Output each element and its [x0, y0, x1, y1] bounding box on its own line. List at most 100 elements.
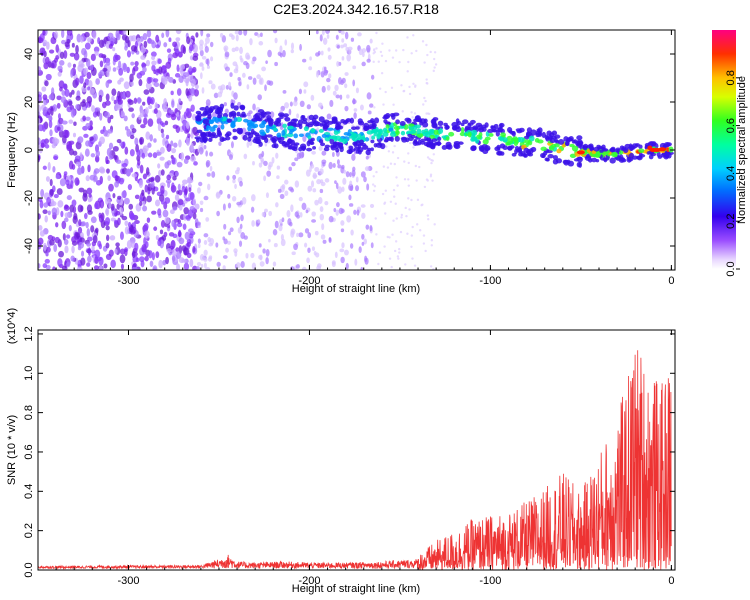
spectrogram-noise-speckle [279, 45, 283, 53]
x-tick-label: 0 [668, 575, 674, 587]
spectrogram-noise-speckle [348, 49, 352, 55]
spectrogram-noise-speckle [64, 245, 69, 254]
spectrogram-ridge-speckle [395, 119, 400, 125]
spectrogram-noise-speckle [211, 171, 216, 178]
spectrogram-noise-speckle [429, 50, 432, 54]
spectrogram-noise-speckle [162, 105, 169, 113]
spectrogram-noise-speckle [210, 83, 216, 90]
spectrogram-noise-speckle [412, 82, 415, 85]
spectrogram-ridge-speckle [352, 132, 358, 139]
spectrogram-noise-speckle [398, 247, 401, 251]
spectrogram-noise-speckle [400, 216, 403, 219]
spectrogram-ridge-speckle [219, 103, 225, 109]
spectrogram-ridge-speckle [445, 136, 450, 142]
spectrogram-noise-speckle [348, 203, 354, 207]
spectrogram-ridge-speckle [239, 127, 244, 135]
spectrogram-noise-speckle [142, 145, 149, 153]
spectrogram-noise-speckle [52, 104, 58, 112]
spectrogram-noise-speckle [215, 242, 219, 248]
spectrogram-noise-speckle [425, 43, 428, 47]
spectrogram-ridge-speckle [216, 114, 222, 119]
spectrogram-ridge-speckle [522, 152, 527, 158]
spectrogram-noise-speckle [375, 47, 378, 50]
spectrogram-ridge-speckle [626, 156, 632, 163]
spectrogram-noise-speckle [108, 183, 114, 192]
spectrogram-ridge-speckle [349, 117, 355, 124]
spectrogram-noise-speckle [42, 57, 46, 64]
spectrogram-ridge-speckle [247, 136, 252, 142]
spectrogram-noise-speckle [118, 67, 124, 76]
spectrogram-noise-speckle [288, 108, 292, 116]
spectrogram-noise-speckle [319, 213, 325, 221]
spectrogram-noise-speckle [165, 30, 170, 38]
spectrogram-noise-speckle [207, 183, 211, 191]
spectrogram-noise-speckle [181, 179, 188, 185]
spectrogram-noise-speckle [372, 189, 376, 192]
spectrogram-noise-speckle [381, 192, 385, 196]
spectrogram-noise-speckle [236, 216, 240, 224]
spectrogram-ridge-speckle [593, 146, 600, 152]
spectrogram-noise-speckle [245, 252, 249, 259]
spectrogram-noise-speckle [187, 209, 194, 219]
spectrogram-noise-speckle [144, 255, 149, 262]
spectrogram-noise-speckle [328, 215, 334, 223]
spectrogram-noise-speckle [400, 84, 403, 87]
spectrogram-noise-speckle [83, 67, 89, 76]
spectrogram-noise-speckle [175, 37, 181, 42]
spectrogram-noise-speckle [166, 174, 172, 181]
spectrogram-ridge-speckle [477, 124, 483, 131]
spectrogram-ridge-speckle [210, 132, 217, 137]
spectrogram-noise-speckle [282, 49, 286, 58]
spectrogram-noise-speckle [58, 130, 64, 138]
spectrogram-noise-speckle [139, 201, 143, 206]
spectrogram-ridge-speckle [484, 147, 490, 151]
spectrogram-noise-speckle [86, 204, 93, 213]
spectrogram-noise-speckle [98, 39, 105, 48]
spectrogram-noise-speckle [42, 39, 48, 46]
spectrogram-noise-speckle [154, 174, 161, 183]
spectrogram-noise-speckle [98, 94, 103, 103]
spectrogram-ridge-speckle [563, 159, 570, 166]
spectrogram-noise-speckle [396, 156, 400, 160]
spectrogram-ridge-speckle [202, 136, 207, 143]
spectrogram-noise-speckle [410, 198, 413, 202]
spectrogram-ridge-speckle [348, 148, 356, 153]
spectrogram-noise-speckle [80, 101, 87, 107]
spectrogram-noise-speckle [360, 266, 364, 270]
spectrogram-noise-speckle [261, 212, 266, 217]
spectrogram-noise-speckle [176, 190, 180, 195]
spectrogram-ridge-speckle [437, 136, 442, 142]
spectrogram-noise-speckle [342, 177, 347, 185]
spectrogram-noise-speckle [421, 40, 425, 43]
spectrogram-ridge-speckle [321, 133, 327, 138]
spectrogram-noise-speckle [175, 171, 179, 177]
spectrogram-noise-speckle [205, 267, 211, 270]
spectrogram-noise-speckle [388, 49, 391, 52]
spectrogram-noise-speckle [290, 49, 294, 54]
spectrogram-noise-speckle [228, 33, 233, 37]
spectrogram-ridge-speckle [305, 122, 310, 127]
spectrogram-ridge-speckle [256, 138, 262, 145]
spectrogram-ridge-speckle [312, 146, 317, 150]
spectrogram-noise-speckle [130, 213, 135, 220]
spectrogram-noise-speckle [53, 243, 58, 253]
spectrogram-ridge-speckle [495, 130, 500, 137]
spectrogram-noise-speckle [245, 52, 250, 60]
spectrogram-noise-speckle [131, 173, 138, 178]
spectrogram-noise-speckle [70, 68, 74, 78]
spectrogram-noise-speckle [335, 34, 339, 40]
spectrogram-ridge-speckle [484, 136, 491, 141]
spectrogram-noise-speckle [340, 228, 345, 233]
spectrogram-noise-speckle [261, 66, 267, 72]
spectrogram-noise-speckle [318, 102, 323, 108]
spectrogram-noise-speckle [133, 262, 137, 268]
spectrogram-noise-speckle [259, 261, 265, 267]
spectrogram-noise-speckle [203, 240, 208, 246]
spectrogram-noise-speckle [172, 52, 179, 59]
spectrogram-ridge-speckle [420, 138, 427, 142]
spectrogram-noise-speckle [199, 39, 204, 46]
spectrogram-noise-speckle [54, 236, 60, 244]
spectrogram-noise-speckle [351, 169, 356, 177]
spectrogram-noise-speckle [210, 56, 214, 62]
y-tick-label: 20 [23, 96, 35, 108]
